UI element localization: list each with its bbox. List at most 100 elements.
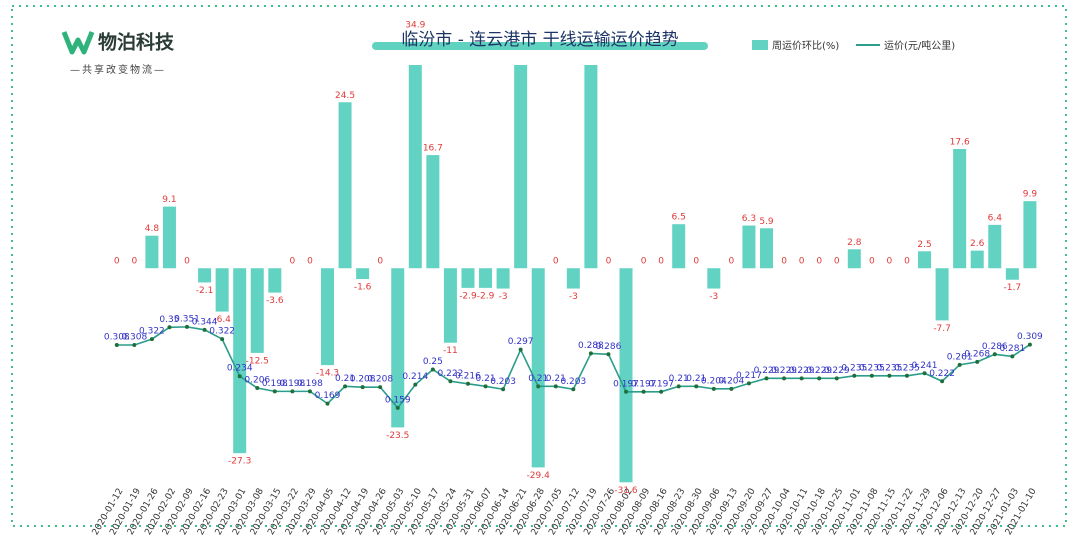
brand-name: 物泊科技	[98, 31, 175, 54]
bar-value-label: -2.9	[459, 291, 477, 301]
line-value-label: 0.21	[546, 374, 566, 384]
legend-label: 周运价环比(%)	[772, 40, 839, 52]
line-value-label: 0.21	[686, 374, 706, 384]
bar-value-label: 0	[781, 257, 787, 267]
bar-value-label: -2.1	[196, 286, 214, 296]
line-value-label: 0.214	[402, 372, 428, 382]
line-point	[360, 385, 365, 390]
bar	[426, 155, 440, 269]
line-value-label: 0.229	[771, 366, 797, 376]
line-value-label: 0.198	[262, 379, 288, 389]
line-point	[782, 376, 787, 381]
bar-value-label: 9.9	[1023, 190, 1038, 200]
bar-value-label: 0	[799, 257, 805, 267]
line-point	[764, 376, 769, 381]
line-value-label: 0.286	[982, 342, 1008, 352]
line-point	[114, 343, 119, 347]
line-value-label: 0.344	[192, 317, 218, 327]
line-value-label: 0.281	[999, 344, 1025, 354]
bar	[356, 268, 370, 280]
bar	[250, 268, 264, 353]
bar	[566, 268, 580, 289]
line-value-label: 0.222	[929, 369, 955, 379]
bar	[215, 268, 229, 312]
line-value-label: 0.286	[596, 342, 622, 352]
line-value-label: 0.351	[174, 314, 200, 324]
bar	[584, 65, 598, 269]
bar	[1005, 268, 1019, 280]
bar-value-label: 0	[729, 257, 735, 267]
bar-value-label: -27.3	[228, 457, 251, 467]
line-value-label: 0.217	[736, 371, 762, 381]
line-point	[465, 381, 470, 386]
logo: 物泊科技 —共享改变物流—	[61, 31, 175, 76]
bar-value-label: 2.5	[917, 240, 931, 250]
frame	[11, 5, 1067, 527]
bar	[918, 251, 932, 269]
line-point	[536, 384, 541, 389]
title-underline	[372, 42, 708, 50]
line-point	[852, 373, 857, 378]
line-point	[325, 401, 330, 406]
line-value-label: 0.268	[964, 349, 990, 359]
line-point	[817, 376, 822, 381]
line-point	[290, 389, 295, 394]
bar-value-label: 6.5	[672, 213, 686, 223]
bar	[479, 268, 493, 288]
line-value-label: 0.222	[438, 369, 464, 379]
bar	[268, 268, 282, 293]
line-value-label: 0.21	[335, 374, 355, 384]
bar	[760, 228, 773, 269]
line-value-label: 0.322	[209, 327, 235, 337]
line-point	[606, 352, 611, 357]
bar	[935, 268, 949, 321]
bar-value-label: 0	[114, 257, 120, 267]
bar	[619, 268, 633, 483]
line-value-label: 0.229	[789, 366, 815, 376]
line-value-label: 0.21	[669, 374, 689, 384]
bar	[847, 249, 861, 269]
line-value-label: 0.206	[244, 376, 270, 386]
line-value-label: 0.308	[104, 333, 130, 343]
bar-value-label: -12.5	[246, 356, 269, 366]
bar-value-label: 0	[693, 257, 699, 267]
line-value-label: 0.322	[139, 327, 165, 337]
bar-value-label: 2.8	[847, 238, 862, 248]
line-value-label: 0.234	[227, 364, 253, 374]
bar-value-label: 0	[184, 257, 190, 267]
bar	[461, 268, 475, 288]
bar-value-label: 0	[290, 257, 296, 267]
bar-value-label: -23.5	[386, 431, 409, 441]
bar	[970, 250, 984, 269]
line-point	[676, 384, 681, 389]
line-point	[378, 385, 383, 390]
line-point	[887, 373, 892, 378]
bar-value-label: -3	[709, 292, 718, 302]
bar-value-label: 2.6	[970, 239, 985, 249]
line-value-label: 0.203	[560, 377, 586, 387]
line-value-label: 0.208	[350, 375, 376, 385]
bar	[531, 268, 545, 468]
line-point	[237, 374, 242, 379]
bar-value-label: -31.6	[614, 486, 638, 496]
bar	[338, 102, 352, 269]
line-value-label: 0.197	[613, 379, 639, 389]
bar-value-label: 5.9	[759, 217, 774, 227]
line-value-label: 0.297	[508, 337, 534, 347]
line-value-label: 0.309	[1017, 332, 1043, 342]
line-point	[220, 337, 225, 342]
chart-title: 临汾市 - 连云港市 干线运输运价趋势	[401, 30, 678, 50]
line-value-label: 0.208	[367, 375, 393, 385]
line-value-label: 0.235	[894, 363, 920, 373]
line-point	[746, 381, 751, 386]
line-point	[430, 367, 435, 372]
bar-value-label: 4.8	[145, 224, 160, 234]
bar-value-label: 34.9	[405, 20, 425, 30]
line-point	[975, 359, 980, 364]
line-value-label: 0.35	[159, 315, 179, 325]
bar	[145, 235, 159, 269]
bar	[233, 268, 247, 454]
bar	[514, 65, 528, 269]
bar-value-label: 0	[658, 257, 664, 267]
